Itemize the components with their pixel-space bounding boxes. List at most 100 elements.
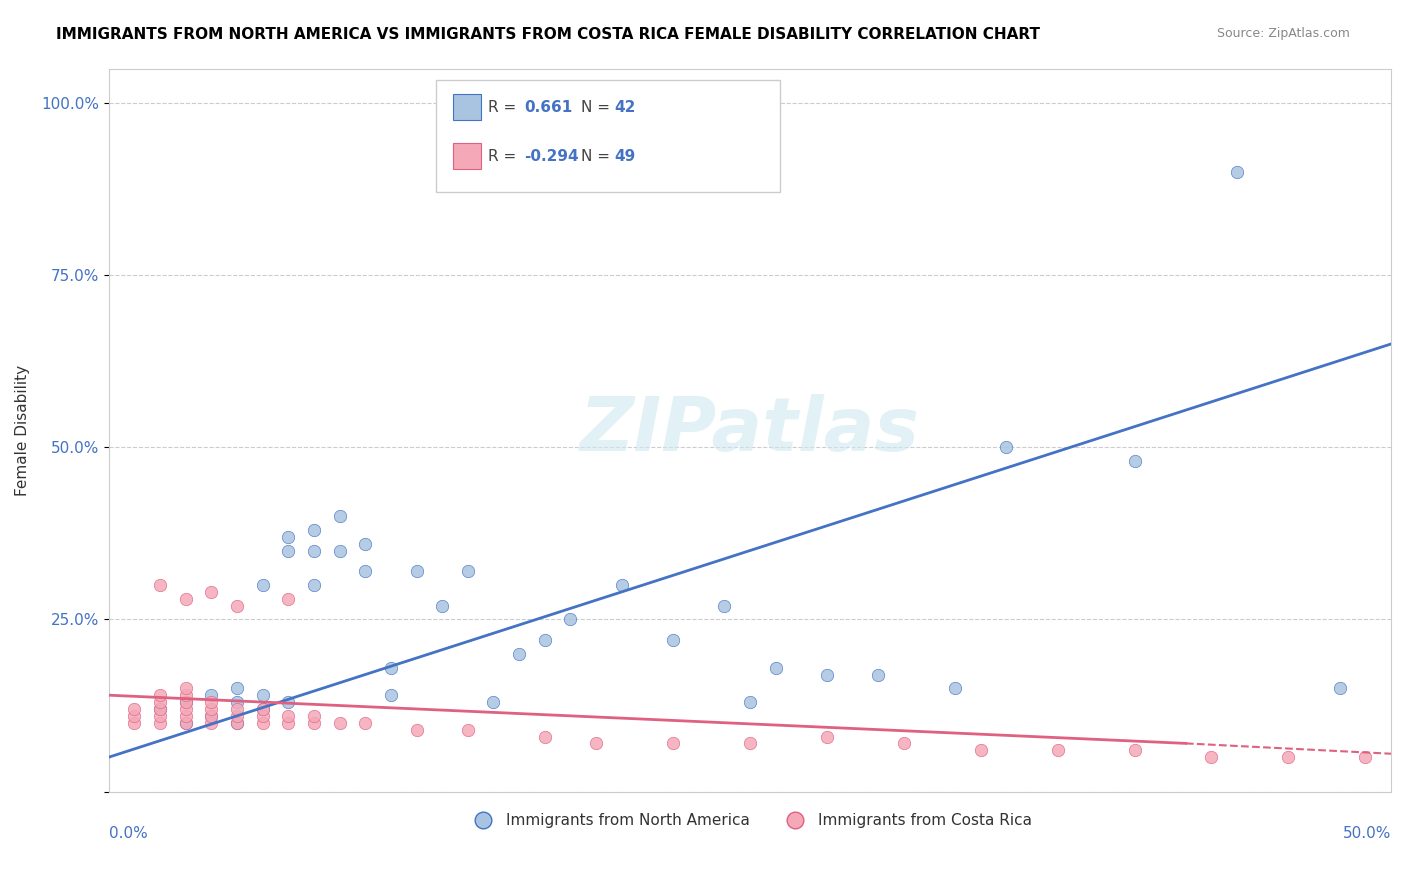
Point: [252, 715, 274, 730]
Point: [149, 709, 172, 723]
Point: [302, 715, 325, 730]
Point: [174, 702, 197, 716]
Point: [174, 709, 197, 723]
Point: [1354, 750, 1376, 764]
Point: [200, 702, 222, 716]
Point: [662, 736, 685, 750]
Point: [533, 633, 555, 648]
Point: [1123, 743, 1146, 757]
Point: [380, 688, 402, 702]
Point: [149, 578, 172, 592]
Point: [302, 709, 325, 723]
Point: [380, 660, 402, 674]
Point: [277, 543, 299, 558]
Point: [1201, 750, 1223, 764]
Point: [226, 702, 249, 716]
Point: [354, 564, 377, 578]
Point: [1123, 454, 1146, 468]
Point: [174, 695, 197, 709]
Point: [149, 715, 172, 730]
Point: [226, 695, 249, 709]
Point: [200, 585, 222, 599]
Point: [277, 591, 299, 606]
Point: [226, 681, 249, 696]
Point: [226, 715, 249, 730]
Text: 0.661: 0.661: [524, 100, 572, 114]
Point: [943, 681, 966, 696]
Point: [893, 736, 915, 750]
Point: [302, 543, 325, 558]
Point: [533, 730, 555, 744]
Point: [226, 599, 249, 613]
Point: [277, 530, 299, 544]
Point: [252, 578, 274, 592]
Point: [1329, 681, 1351, 696]
Point: [662, 633, 685, 648]
Point: [174, 715, 197, 730]
Point: [1277, 750, 1299, 764]
Text: R =: R =: [488, 100, 522, 114]
Point: [200, 715, 222, 730]
Text: N =: N =: [581, 100, 614, 114]
Point: [610, 578, 633, 592]
Text: IMMIGRANTS FROM NORTH AMERICA VS IMMIGRANTS FROM COSTA RICA FEMALE DISABILITY CO: IMMIGRANTS FROM NORTH AMERICA VS IMMIGRA…: [56, 27, 1040, 42]
Point: [815, 667, 838, 681]
Point: [508, 647, 530, 661]
Point: [354, 537, 377, 551]
Y-axis label: Female Disability: Female Disability: [15, 365, 30, 496]
Point: [226, 715, 249, 730]
Point: [302, 523, 325, 537]
Point: [149, 695, 172, 709]
Point: [457, 564, 479, 578]
Point: [174, 695, 197, 709]
Point: [277, 709, 299, 723]
Point: [713, 599, 735, 613]
Point: [560, 612, 582, 626]
Text: 50.0%: 50.0%: [1343, 826, 1391, 841]
Point: [329, 509, 352, 524]
Point: [1226, 165, 1249, 179]
Point: [329, 715, 352, 730]
Point: [738, 695, 761, 709]
Point: [970, 743, 993, 757]
Point: [252, 702, 274, 716]
Point: [124, 709, 146, 723]
Text: R =: R =: [488, 149, 522, 163]
Text: Source: ZipAtlas.com: Source: ZipAtlas.com: [1216, 27, 1350, 40]
Point: [354, 715, 377, 730]
Point: [174, 681, 197, 696]
Point: [432, 599, 454, 613]
Point: [277, 695, 299, 709]
Point: [252, 709, 274, 723]
Point: [457, 723, 479, 737]
Point: [200, 688, 222, 702]
Point: [124, 715, 146, 730]
Point: [405, 564, 427, 578]
Point: [252, 688, 274, 702]
Point: [765, 660, 787, 674]
Point: [124, 702, 146, 716]
Point: [200, 709, 222, 723]
Legend: Immigrants from North America, Immigrants from Costa Rica: Immigrants from North America, Immigrant…: [461, 807, 1039, 835]
Point: [252, 702, 274, 716]
Point: [149, 702, 172, 716]
Point: [226, 709, 249, 723]
Text: ZIPatlas: ZIPatlas: [579, 393, 920, 467]
Point: [200, 709, 222, 723]
Point: [302, 578, 325, 592]
Point: [815, 730, 838, 744]
Point: [405, 723, 427, 737]
Point: [174, 715, 197, 730]
Point: [995, 440, 1018, 454]
Point: [482, 695, 505, 709]
Point: [1046, 743, 1069, 757]
Point: [738, 736, 761, 750]
Point: [868, 667, 890, 681]
Point: [329, 543, 352, 558]
Point: [200, 695, 222, 709]
Point: [174, 591, 197, 606]
Text: 0.0%: 0.0%: [108, 826, 148, 841]
Point: [174, 688, 197, 702]
Point: [149, 688, 172, 702]
Text: 49: 49: [614, 149, 636, 163]
